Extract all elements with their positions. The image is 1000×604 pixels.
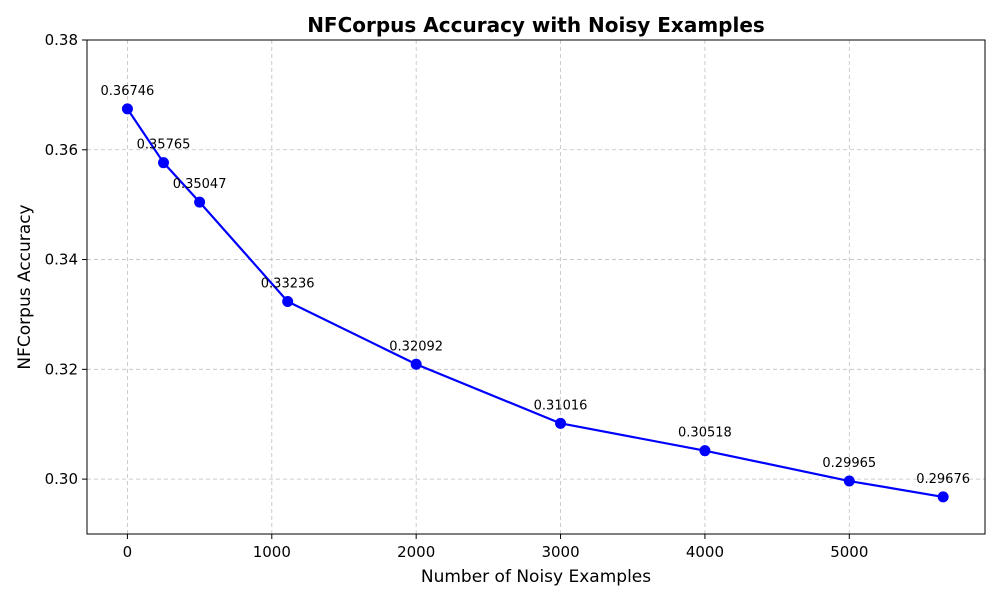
y-tick-label: 0.34 [45, 251, 78, 269]
data-point [282, 295, 294, 307]
plot-area-frame [86, 39, 986, 535]
y-tick-label: 0.38 [45, 31, 78, 49]
data-point [937, 491, 949, 503]
x-tick-label: 1000 [253, 543, 291, 561]
data-point [843, 475, 855, 487]
data-point [410, 358, 422, 370]
data-point [194, 196, 206, 208]
data-label: 0.29965 [822, 456, 876, 471]
data-point [555, 417, 567, 429]
x-tick-label: 0 [123, 543, 133, 561]
data-label: 0.35047 [173, 177, 227, 192]
y-axis-label: NFCorpus Accuracy [15, 204, 35, 369]
data-point [699, 445, 711, 457]
data-label: 0.36746 [101, 84, 155, 99]
x-tick-label: 5000 [830, 543, 868, 561]
data-labels: 0.36746 0.35765 0.35047 0.33236 0.32092 0.310… [101, 84, 970, 487]
data-label: 0.32092 [389, 339, 443, 354]
chart-title: NFCorpus Accuracy with Noisy Examples [307, 13, 765, 37]
data-label: 0.33236 [261, 276, 315, 291]
data-point [158, 157, 170, 169]
x-tick-label: 2000 [397, 543, 435, 561]
data-label: 0.30518 [678, 426, 732, 441]
y-tick-label: 0.30 [45, 470, 78, 488]
axis-ticks: 0 1000 2000 3000 4000 5000 0.30 0.32 0.34 0.36 0.3… [45, 31, 869, 561]
data-label: 0.31016 [534, 398, 588, 413]
y-tick-label: 0.36 [45, 141, 78, 159]
data-label: 0.29676 [916, 472, 970, 487]
series-line [126, 108, 944, 498]
y-tick-label: 0.32 [45, 360, 78, 378]
data-label: 0.35765 [137, 138, 191, 153]
x-axis-label: Number of Noisy Examples [421, 567, 651, 587]
x-tick-label: 3000 [541, 543, 579, 561]
series [121, 103, 949, 503]
x-tick-label: 4000 [686, 543, 724, 561]
data-point [121, 103, 133, 115]
